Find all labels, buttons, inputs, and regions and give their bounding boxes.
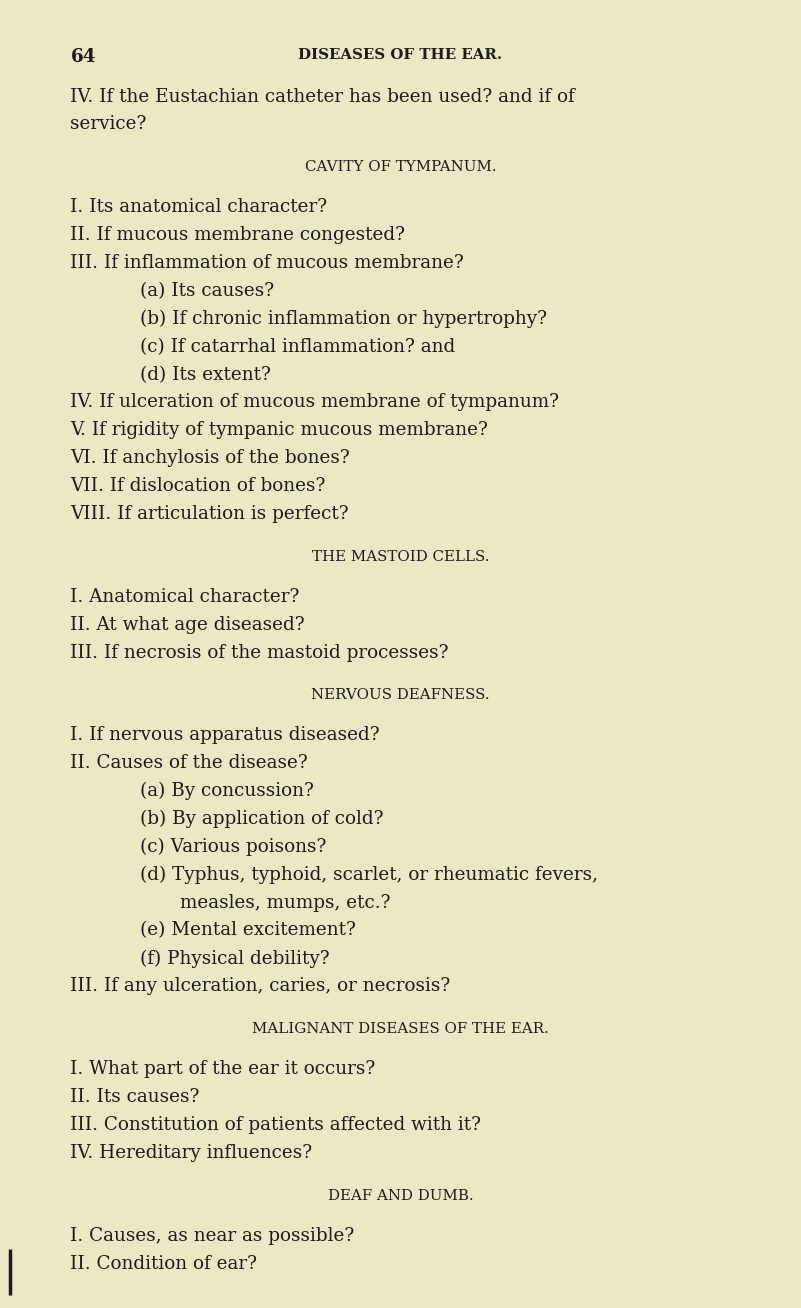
Text: 64: 64 — [70, 48, 96, 67]
Text: I. What part of the ear it occurs?: I. What part of the ear it occurs? — [70, 1059, 376, 1078]
Text: NERVOUS DEAFNESS.: NERVOUS DEAFNESS. — [311, 688, 490, 702]
Text: III. Constitution of patients affected with it?: III. Constitution of patients affected w… — [70, 1116, 481, 1134]
Text: I. Causes, as near as possible?: I. Causes, as near as possible? — [70, 1227, 355, 1245]
Text: IV. Hereditary influences?: IV. Hereditary influences? — [70, 1143, 312, 1162]
Text: I. Its anatomical character?: I. Its anatomical character? — [70, 199, 328, 216]
Text: (d) Typhus, typhoid, scarlet, or rheumatic fevers,: (d) Typhus, typhoid, scarlet, or rheumat… — [140, 866, 598, 884]
Text: III. If necrosis of the mastoid processes?: III. If necrosis of the mastoid processe… — [70, 644, 449, 662]
Text: service?: service? — [70, 115, 147, 133]
Text: CAVITY OF TYMPANUM.: CAVITY OF TYMPANUM. — [304, 161, 497, 174]
Text: DEAF AND DUMB.: DEAF AND DUMB. — [328, 1189, 473, 1202]
Text: VIII. If articulation is perfect?: VIII. If articulation is perfect? — [70, 505, 349, 523]
Text: VII. If dislocation of bones?: VII. If dislocation of bones? — [70, 477, 326, 494]
Text: THE MASTOID CELLS.: THE MASTOID CELLS. — [312, 549, 489, 564]
Text: VI. If anchylosis of the bones?: VI. If anchylosis of the bones? — [70, 449, 350, 467]
Text: I. If nervous apparatus diseased?: I. If nervous apparatus diseased? — [70, 726, 380, 744]
Text: III. If any ulceration, caries, or necrosis?: III. If any ulceration, caries, or necro… — [70, 977, 451, 995]
Text: (b) If chronic inflammation or hypertrophy?: (b) If chronic inflammation or hypertrop… — [140, 310, 547, 328]
Text: (b) By application of cold?: (b) By application of cold? — [140, 810, 384, 828]
Text: IV. If the Eustachian catheter has been used? and if of: IV. If the Eustachian catheter has been … — [70, 88, 575, 106]
Text: IV. If ulceration of mucous membrane of tympanum?: IV. If ulceration of mucous membrane of … — [70, 394, 559, 412]
Text: MALIGNANT DISEASES OF THE EAR.: MALIGNANT DISEASES OF THE EAR. — [252, 1022, 549, 1036]
Text: (a) By concussion?: (a) By concussion? — [140, 782, 314, 800]
Text: (a) Its causes?: (a) Its causes? — [140, 283, 274, 300]
Text: (c) If catarrhal inflammation? and: (c) If catarrhal inflammation? and — [140, 337, 456, 356]
Text: II. If mucous membrane congested?: II. If mucous membrane congested? — [70, 226, 405, 245]
Text: (d) Its extent?: (d) Its extent? — [140, 365, 271, 383]
Text: (f) Physical debility?: (f) Physical debility? — [140, 950, 330, 968]
Text: II. Causes of the disease?: II. Causes of the disease? — [70, 755, 308, 772]
Text: II. At what age diseased?: II. At what age diseased? — [70, 616, 305, 633]
Text: measles, mumps, etc.?: measles, mumps, etc.? — [180, 893, 391, 912]
Text: II. Condition of ear?: II. Condition of ear? — [70, 1254, 257, 1273]
Text: (e) Mental excitement?: (e) Mental excitement? — [140, 921, 356, 939]
Text: II. Its causes?: II. Its causes? — [70, 1088, 200, 1107]
Text: III. If inflammation of mucous membrane?: III. If inflammation of mucous membrane? — [70, 254, 465, 272]
Text: V. If rigidity of tympanic mucous membrane?: V. If rigidity of tympanic mucous membra… — [70, 421, 489, 439]
Text: (c) Various poisons?: (c) Various poisons? — [140, 838, 327, 857]
Text: DISEASES OF THE EAR.: DISEASES OF THE EAR. — [299, 48, 502, 63]
Text: I. Anatomical character?: I. Anatomical character? — [70, 587, 300, 606]
